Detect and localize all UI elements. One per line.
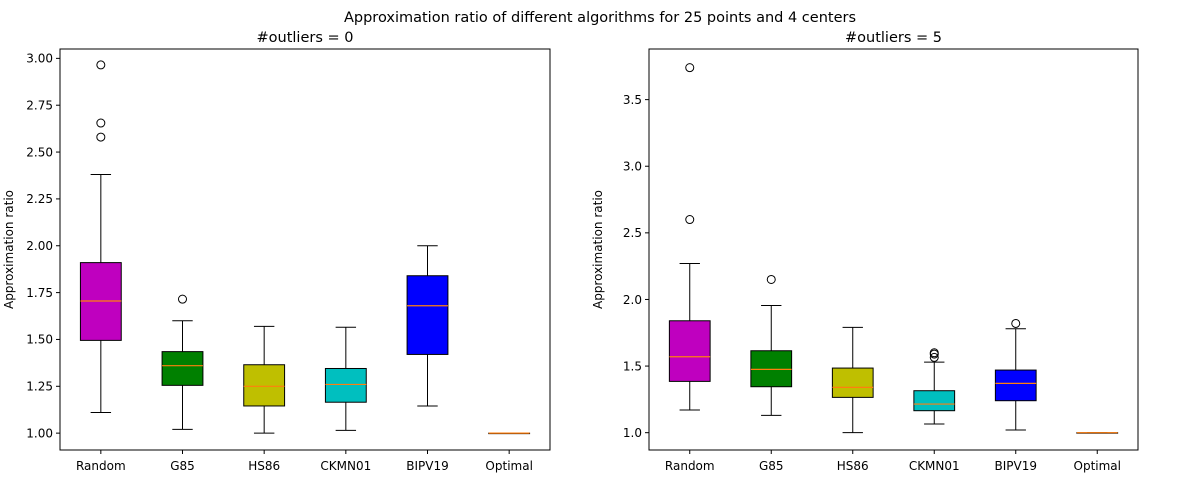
y-tick-label: 3.0 [623,160,642,174]
box-body [913,390,956,412]
box-body [668,320,711,382]
subplot-title: #outliers = 0 [257,30,354,46]
box-random [79,60,122,414]
x-tick-label: Random [76,459,126,473]
outlier-point [96,132,106,142]
box-body [243,364,286,407]
outlier-point [178,294,187,304]
y-tick-label: 1.00 [26,426,53,440]
box-body [831,367,874,398]
y-tick-label: 2.25 [26,192,53,206]
box-hs86 [243,325,286,434]
box-optimal [1076,432,1119,434]
box-ckmn01 [913,348,956,425]
outlier-point [685,215,695,225]
outlier-point [1011,318,1021,328]
axes-frame [648,48,1139,451]
box-body [161,351,204,386]
box-g85 [750,274,793,416]
x-tick-label: Random [665,459,715,473]
outlier-point [96,60,106,70]
axes-frame [59,48,551,451]
y-tick-label: 1.25 [26,380,53,394]
outlier-point [929,348,939,358]
x-tick-label: BIPV19 [995,459,1038,473]
x-tick-label: BIPV19 [406,459,449,473]
box-g85 [161,294,204,430]
box-hs86 [831,326,874,434]
outlier-point [96,118,106,128]
box-bipv19 [406,245,449,407]
box-random [668,63,711,411]
outlier-point [929,352,939,362]
y-tick-label: 3.5 [623,93,642,107]
y-tick-label: 3.00 [26,52,53,66]
y-tick-label: 2.00 [26,239,53,253]
outlier-point [685,63,695,73]
y-axis-label: Approximation ratio [2,190,16,309]
y-tick-label: 1.75 [26,286,53,300]
box-body [994,369,1037,402]
box-body [406,275,449,355]
x-tick-label: CKMN01 [909,459,960,473]
subplot-outliers-0: #outliers = 0 Approximation ratio 1.00 1.25… [2,30,551,473]
x-tick-label: CKMN01 [320,459,371,473]
y-axis-label: Approximation ratio [591,190,605,309]
box-body [750,350,793,388]
y-tick-label: 2.5 [623,226,642,240]
x-tick-label: Optimal [485,459,532,473]
y-tick-label: 2.0 [623,293,642,307]
y-tick-label: 1.5 [623,359,642,373]
y-tick-label: 1.50 [26,333,53,347]
y-tick-label: 1.0 [623,426,642,440]
x-tick-label: G85 [170,459,195,473]
box-bipv19 [994,318,1037,431]
outlier-point [766,274,776,284]
subplot-title: #outliers = 5 [845,30,942,46]
x-tick-label: HS86 [837,459,869,473]
x-tick-label: Optimal [1074,459,1121,473]
box-ckmn01 [324,326,367,431]
figure-suptitle: Approximation ratio of different algorit… [344,10,856,26]
box-optimal [488,432,531,435]
x-tick-label: HS86 [248,459,280,473]
x-tick-label: G85 [759,459,784,473]
y-tick-label: 2.75 [26,99,53,113]
box-body [324,367,367,403]
y-tick-label: 2.50 [26,145,53,159]
subplot-outliers-5: #outliers = 5 Approximation ratio 1.0 1.5 2.… [591,30,1139,473]
